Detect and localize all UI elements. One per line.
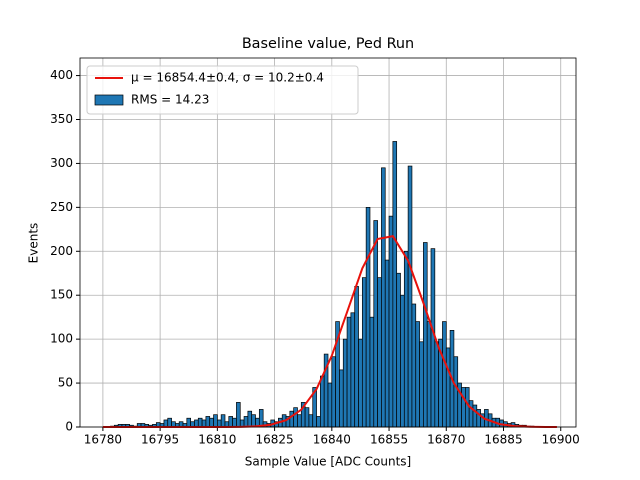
- bar: [369, 316, 375, 428]
- bar: [342, 338, 348, 428]
- plot-frame: [79, 57, 577, 428]
- x-tick-label: 16825: [255, 433, 293, 447]
- bar: [186, 417, 191, 428]
- bar: [243, 416, 249, 428]
- bar: [453, 356, 459, 428]
- chart-title: Baseline value, Ped Run: [242, 36, 414, 52]
- bar: [304, 407, 310, 428]
- legend-label: μ = 16854.4±0.4, σ = 10.2±0.4: [131, 71, 324, 85]
- bar: [434, 341, 439, 428]
- bar: [236, 402, 241, 428]
- bar: [442, 321, 447, 428]
- bar: [331, 356, 336, 428]
- x-tick-label: 16855: [370, 433, 408, 447]
- bar: [472, 404, 478, 428]
- bar: [392, 141, 398, 428]
- legend-swatch: [94, 94, 124, 106]
- bar: [354, 286, 359, 428]
- y-tick-label: 0: [65, 420, 73, 434]
- bar: [423, 242, 428, 428]
- bar: [407, 165, 413, 428]
- bar: [419, 341, 424, 428]
- bar: [461, 387, 466, 428]
- bar: [201, 419, 207, 428]
- bar: [167, 417, 172, 428]
- x-tick-label: 16870: [427, 433, 465, 447]
- x-tick-label: 16795: [141, 433, 179, 447]
- bar: [327, 382, 333, 428]
- bar: [220, 414, 226, 428]
- bar: [358, 338, 363, 428]
- y-tick-label: 150: [50, 288, 73, 302]
- bar: [205, 416, 211, 428]
- legend-label: RMS = 14.23: [131, 93, 209, 107]
- x-axis-label: Sample Value [ADC Counts]: [245, 455, 411, 469]
- bar: [289, 410, 295, 428]
- bar: [388, 215, 394, 428]
- bar: [217, 419, 222, 428]
- x-tick-label: 16900: [542, 433, 580, 447]
- bar: [251, 414, 256, 428]
- bar: [445, 347, 451, 428]
- bar: [468, 400, 474, 428]
- y-tick-label: 400: [50, 68, 73, 82]
- bar: [361, 277, 367, 428]
- bar: [258, 409, 264, 428]
- bar: [430, 248, 436, 428]
- bar: [228, 416, 233, 428]
- y-tick-label: 250: [50, 200, 73, 214]
- bar: [377, 277, 382, 428]
- bar: [350, 312, 356, 428]
- y-axis-label: Events: [27, 223, 41, 264]
- x-tick-label: 16780: [84, 433, 122, 447]
- x-tick-label: 16885: [484, 433, 522, 447]
- bar: [400, 294, 405, 428]
- bar: [247, 410, 253, 428]
- legend-box: [86, 65, 359, 115]
- x-tick-label: 16840: [313, 433, 351, 447]
- bar: [346, 316, 352, 428]
- bar: [373, 220, 378, 428]
- bar: [194, 419, 199, 428]
- bar: [163, 419, 169, 428]
- bar: [403, 250, 409, 428]
- y-tick-label: 200: [50, 244, 73, 258]
- y-tick-label: 50: [58, 376, 73, 390]
- bar: [426, 321, 432, 428]
- bar: [308, 414, 314, 428]
- bar: [213, 414, 218, 428]
- bar: [365, 207, 371, 428]
- y-tick-label: 350: [50, 112, 73, 126]
- bar: [316, 416, 321, 428]
- bar: [209, 417, 214, 428]
- bar: [320, 375, 325, 428]
- bar: [415, 321, 420, 428]
- bar: [197, 417, 203, 428]
- bar: [232, 417, 237, 428]
- bar: [339, 369, 344, 428]
- y-tick-label: 300: [50, 156, 73, 170]
- x-tick-label: 16810: [198, 433, 236, 447]
- bar: [381, 167, 386, 428]
- bar: [396, 272, 401, 428]
- bar: [297, 414, 302, 428]
- bar: [384, 259, 390, 428]
- bar: [293, 407, 298, 428]
- bar: [411, 303, 417, 428]
- y-tick-label: 100: [50, 332, 73, 346]
